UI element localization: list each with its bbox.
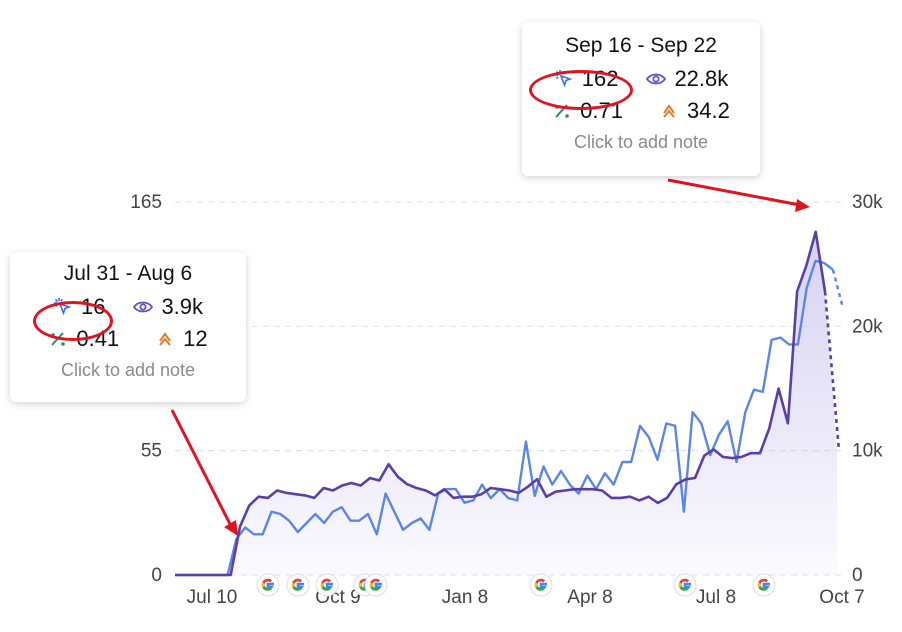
eye-icon — [646, 73, 667, 85]
google-icon-green — [262, 586, 273, 591]
eye-icon — [133, 301, 154, 313]
x-tick-label: Jul 8 — [696, 587, 736, 608]
impressions-stat: 3.9k — [133, 294, 203, 320]
annotation-arrowhead-2 — [795, 199, 810, 212]
area-layer — [175, 231, 837, 576]
left-axis: 0 55 165 — [130, 192, 162, 586]
impressions-line — [175, 230, 827, 577]
position-icon — [663, 104, 675, 118]
right-tick-label: 0 — [852, 565, 863, 586]
google-icon-red — [292, 578, 302, 584]
annotation-arrows — [170, 178, 810, 536]
tooltip-date-range: Jul 31 - Aug 6 — [63, 262, 193, 285]
google-icon[interactable] — [286, 573, 310, 597]
x-axis: Jul 10 Oct 9 Jan 8 Apr 8 Jul 8 Oct 7 — [187, 587, 865, 608]
position-stat: 34.2 — [659, 98, 730, 124]
google-icon[interactable] — [673, 573, 697, 597]
add-note-link[interactable]: Click to add note — [573, 132, 709, 152]
left-tick-label: 55 — [141, 441, 162, 462]
google-icon[interactable] — [364, 573, 388, 597]
clicks-line — [175, 259, 834, 577]
highlight-circle-1 — [33, 301, 113, 341]
impressions-value: 22.8k — [674, 66, 729, 91]
google-icon-red — [321, 578, 331, 584]
x-tick-label: Apr 8 — [567, 587, 612, 608]
impressions-area — [175, 231, 837, 576]
right-tick-label: 30k — [852, 192, 883, 213]
annotation-arrowhead-1 — [224, 520, 238, 536]
google-icon-green — [370, 586, 381, 591]
x-tick-label: Jul 10 — [187, 587, 238, 608]
google-icon-red — [535, 578, 545, 584]
google-icon[interactable] — [256, 573, 280, 597]
right-axis: 0 10k 20k 30k — [852, 192, 883, 586]
impressions-line-partial — [823, 291, 841, 451]
highlight-circle-2 — [529, 70, 633, 110]
google-icon[interactable] — [752, 573, 776, 597]
impressions-stat: 22.8k — [646, 66, 728, 92]
position-value: 12 — [183, 326, 208, 351]
add-note-link[interactable]: Click to add note — [60, 360, 196, 380]
right-tick-label: 20k — [852, 316, 883, 337]
annotation-arrow-2 — [667, 178, 801, 207]
clicks-line-partial — [831, 269, 845, 309]
google-icon-green — [679, 586, 690, 591]
right-tick-label: 10k — [852, 441, 883, 462]
google-icon-green — [758, 586, 769, 591]
google-icon-red — [758, 578, 768, 584]
google-update-markers[interactable] — [256, 573, 776, 597]
position-value: 34.2 — [687, 98, 730, 123]
impressions-value: 3.9k — [161, 294, 204, 319]
google-icon[interactable] — [529, 573, 553, 597]
x-tick-label: Oct 7 — [819, 587, 864, 608]
google-icon-red — [679, 578, 689, 584]
google-icon-red — [370, 578, 380, 584]
google-icon-green — [292, 586, 303, 591]
left-tick-label: 165 — [130, 192, 162, 213]
tooltip-date-range: Sep 16 - Sep 22 — [565, 34, 717, 57]
x-tick-label: Jan 8 — [442, 587, 488, 608]
google-icon-green — [321, 586, 332, 591]
position-icon — [159, 332, 171, 346]
series-lines — [175, 230, 845, 577]
position-stat: 12 — [155, 326, 208, 352]
annotation-arrow-1 — [170, 409, 234, 529]
google-icon-green — [535, 586, 546, 591]
google-icon[interactable] — [315, 573, 339, 597]
left-tick-label: 0 — [151, 565, 162, 586]
google-icon-red — [262, 578, 272, 584]
